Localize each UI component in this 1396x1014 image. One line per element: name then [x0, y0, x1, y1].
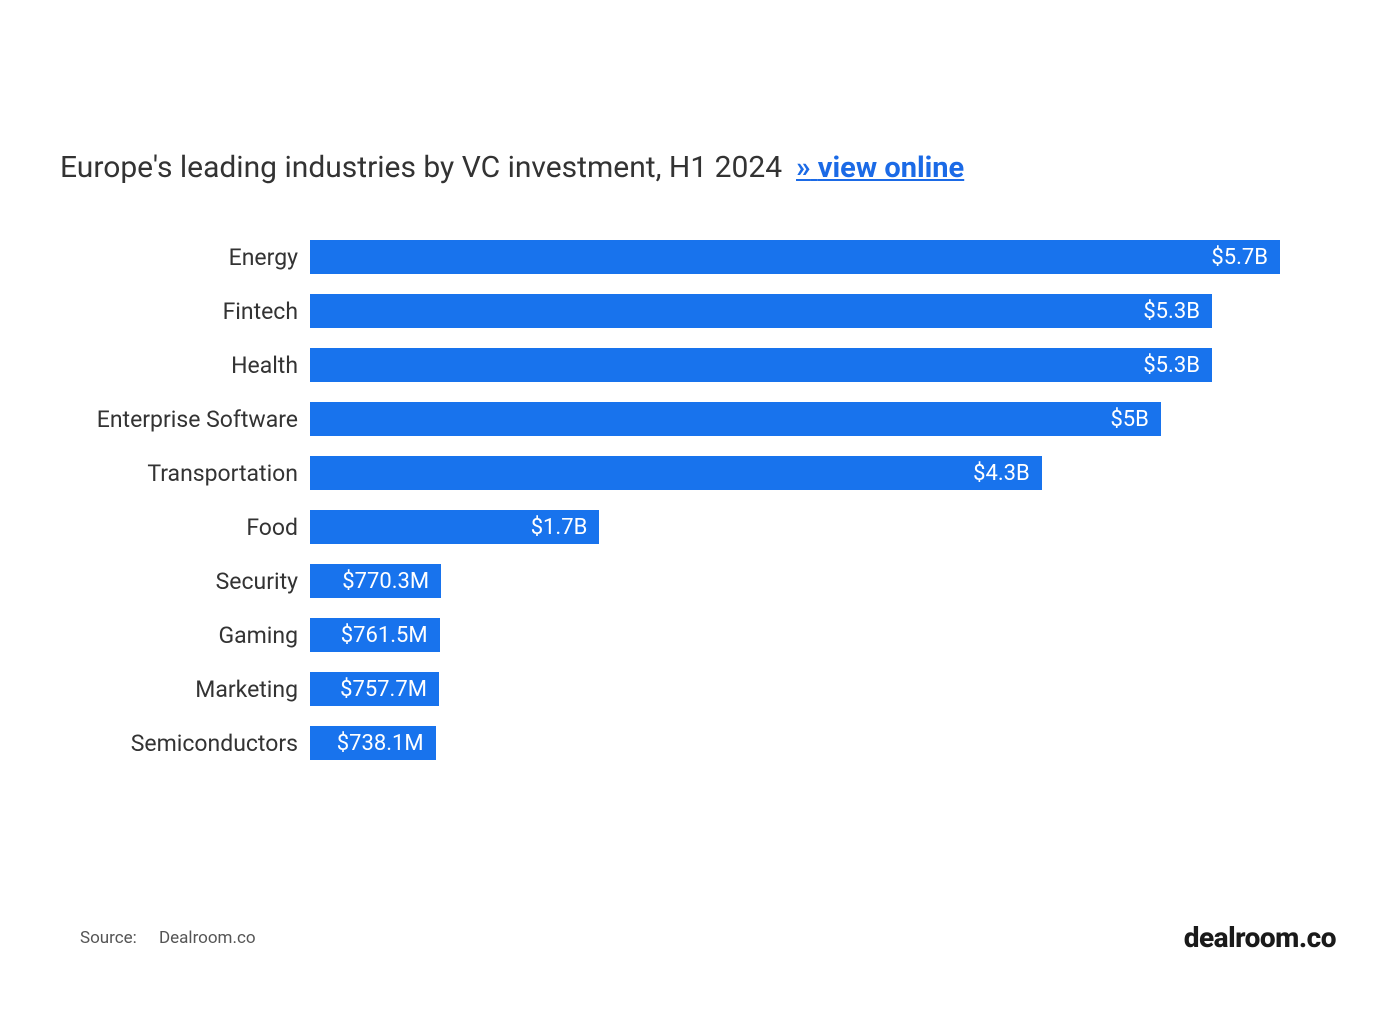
bar-track: $5.3B	[310, 294, 1280, 328]
source-value: Dealroom.co	[159, 928, 256, 948]
bar-row: Transportation $4.3B	[60, 451, 1336, 495]
bar-label: Security	[60, 568, 310, 595]
bar-track: $5.7B	[310, 240, 1280, 274]
bar-row: Semiconductors $738.1M	[60, 721, 1336, 765]
bar-row: Food $1.7B	[60, 505, 1336, 549]
bar-value: $5.3B	[1143, 353, 1200, 378]
bar-value: $770.3M	[342, 569, 429, 594]
bar-row: Health $5.3B	[60, 343, 1336, 387]
bar-value: $761.5M	[341, 623, 428, 648]
bar-fill: $5.3B	[310, 294, 1212, 328]
chart-area: Energy $5.7B Fintech $5.3B Health $5.3B Enterp…	[60, 235, 1336, 765]
bar-track: $5.3B	[310, 348, 1280, 382]
bar-row: Marketing $757.7M	[60, 667, 1336, 711]
bar-row: Energy $5.7B	[60, 235, 1336, 279]
bar-track: $757.7M	[310, 672, 1280, 706]
bar-label: Gaming	[60, 622, 310, 649]
bar-value: $5.7B	[1211, 245, 1268, 270]
bar-value: $4.3B	[973, 461, 1030, 486]
bar-track: $770.3M	[310, 564, 1280, 598]
bar-fill: $757.7M	[310, 672, 439, 706]
bar-value: $5.3B	[1143, 299, 1200, 324]
footer: Source: Dealroom.co dealroom.co	[80, 921, 1336, 954]
source-label: Source:	[80, 928, 137, 948]
bar-row: Security $770.3M	[60, 559, 1336, 603]
bar-fill: $5B	[310, 402, 1161, 436]
bar-value: $1.7B	[531, 515, 588, 540]
view-online-link[interactable]: » view online	[796, 151, 964, 185]
bar-row: Gaming $761.5M	[60, 613, 1336, 657]
bar-value: $738.1M	[337, 731, 424, 756]
bar-track: $4.3B	[310, 456, 1280, 490]
bar-track: $1.7B	[310, 510, 1280, 544]
bar-label: Health	[60, 352, 310, 379]
bar-label: Energy	[60, 244, 310, 271]
chevron-right-icon: »	[796, 151, 811, 185]
chart-title: Europe's leading industries by VC invest…	[60, 150, 782, 185]
bar-fill: $761.5M	[310, 618, 440, 652]
bar-fill: $770.3M	[310, 564, 441, 598]
bar-fill: $5.7B	[310, 240, 1280, 274]
bar-row: Fintech $5.3B	[60, 289, 1336, 333]
bar-label: Semiconductors	[60, 730, 310, 757]
bar-label: Fintech	[60, 298, 310, 325]
bar-fill: $738.1M	[310, 726, 436, 760]
view-online-label: view online	[818, 151, 964, 185]
bar-label: Food	[60, 514, 310, 541]
bar-label: Marketing	[60, 676, 310, 703]
bar-value: $757.7M	[340, 677, 427, 702]
brand-logo: dealroom.co	[1184, 921, 1336, 954]
bar-fill: $4.3B	[310, 456, 1042, 490]
bar-track: $738.1M	[310, 726, 1280, 760]
bar-track: $5B	[310, 402, 1280, 436]
bar-fill: $1.7B	[310, 510, 599, 544]
bar-label: Enterprise Software	[60, 406, 310, 433]
bar-track: $761.5M	[310, 618, 1280, 652]
bar-label: Transportation	[60, 460, 310, 487]
source-citation: Source: Dealroom.co	[80, 928, 256, 948]
bar-value: $5B	[1110, 407, 1148, 432]
bar-row: Enterprise Software $5B	[60, 397, 1336, 441]
title-row: Europe's leading industries by VC invest…	[60, 150, 1336, 185]
chart-container: Europe's leading industries by VC invest…	[0, 0, 1396, 1014]
bar-fill: $5.3B	[310, 348, 1212, 382]
